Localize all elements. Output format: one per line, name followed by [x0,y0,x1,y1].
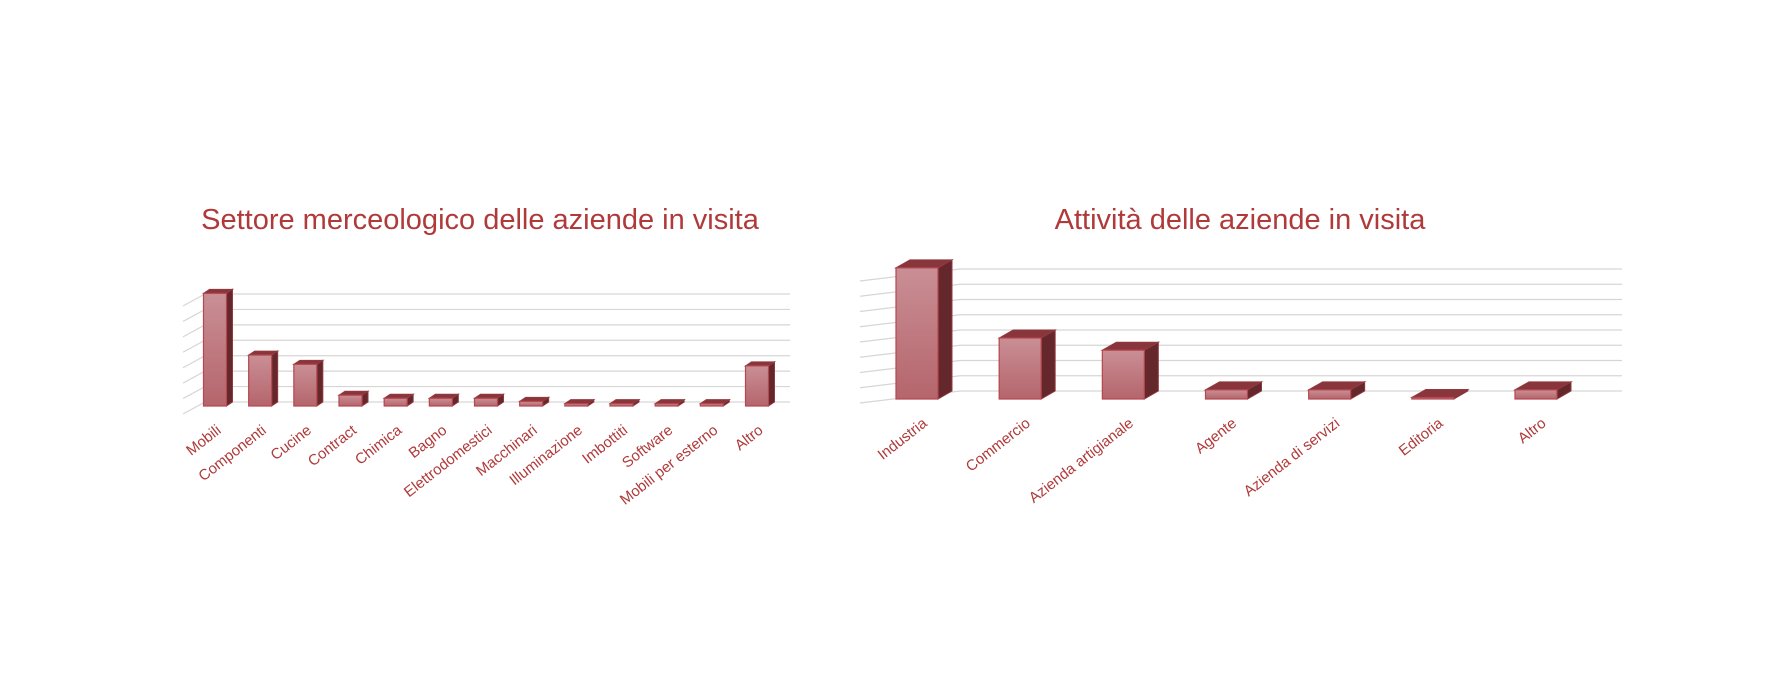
bar [743,360,777,407]
bar-top [518,396,551,402]
bar-top [427,393,460,399]
chart-title: Attività delle aziende in visita [1054,204,1426,236]
bar-top [292,359,325,365]
grid-line [859,329,1622,343]
grid-line [182,324,790,338]
bar-front [699,403,724,407]
bar-front [1411,396,1455,400]
bar-front [998,337,1042,400]
bar-front [473,397,499,407]
bar-front [202,292,228,407]
bar-top [247,350,280,356]
bar [247,350,280,407]
bar-front [519,400,544,407]
grid-line [182,308,790,322]
bar-front [895,267,939,400]
grid-line [859,359,1622,374]
bar-side [1040,329,1056,400]
bar [1203,380,1264,400]
bar-side [271,350,279,407]
bar-side [316,359,324,407]
bar-top [201,288,235,294]
bar-front [564,403,589,407]
bar [653,398,686,407]
bar [1513,380,1573,400]
x-tick-label: Altro [732,422,767,454]
x-tick-label: Agente [1192,415,1240,458]
bar-front [1204,389,1249,400]
bar-front [338,394,363,407]
bar-front [248,354,273,407]
grid-line [859,314,1622,328]
bar-front [654,403,679,407]
bar [292,359,325,407]
grid-line [859,283,1622,297]
bar-side [226,288,233,407]
bar [1409,388,1470,400]
bar-front [1101,349,1145,400]
bar [382,393,415,407]
x-tick-label: Altro [1515,415,1550,447]
x-tick-label: Chimica [352,421,406,468]
bar [427,393,460,407]
bar [337,390,370,407]
bar-front [744,365,770,407]
bar-front [1514,389,1558,400]
x-tick-label: Azienda di servizi [1241,415,1343,500]
bar-front [293,363,318,407]
chart-title: Settore merceologico delle aziende in vi… [201,204,759,236]
bar-front [383,397,408,407]
bar [563,398,596,407]
bar [518,396,551,407]
bar-side [768,360,775,407]
bar-front [609,403,634,407]
bar-top [382,393,415,399]
grid-line [182,293,790,307]
bar [698,398,731,407]
bar [472,393,506,407]
x-tick-label: Commercio [963,415,1034,476]
grid-line [859,268,1622,282]
bar-front [428,397,453,407]
bar [608,398,641,407]
grid-line [182,339,790,353]
grid-line [859,344,1622,358]
x-tick-label: Contract [305,421,361,470]
x-tick-label: Azienda artigianale [1026,415,1137,507]
x-tick-label: Editoria [1396,414,1447,459]
bar [201,288,235,407]
grid-line [859,298,1622,313]
grid-line [859,375,1622,389]
x-tick-label: Industria [875,414,931,463]
bar-side [937,258,953,400]
bar [1306,380,1367,400]
bar [894,258,954,400]
bar [1100,341,1161,400]
bar-side [1143,341,1159,400]
bar-front [1308,389,1352,400]
grid-line [859,390,1622,404]
bar-top [472,393,506,399]
bar [997,329,1058,400]
